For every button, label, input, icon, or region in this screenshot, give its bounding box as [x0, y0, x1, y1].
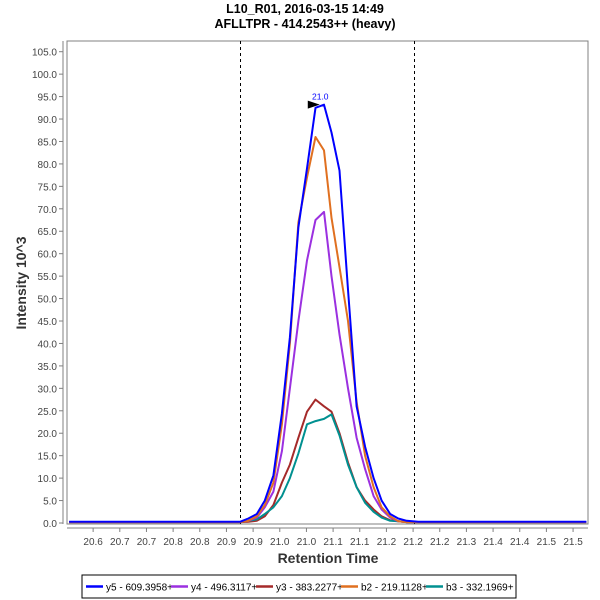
y-tick-label: 45.0: [38, 317, 58, 328]
x-tick-label: 20.6: [83, 537, 103, 548]
x-tick-label: 21.4: [483, 537, 503, 548]
legend-entry: b3 - 332.1969+: [446, 583, 514, 594]
y-tick-label: 95.0: [38, 93, 58, 104]
series-line-b2: [69, 136, 587, 524]
y-tick-label: 85.0: [38, 137, 58, 148]
legend-entry: b2 - 219.1128+: [361, 583, 428, 594]
x-tick-label: 21.0: [297, 537, 317, 548]
y-tick-label: 15.0: [38, 452, 58, 463]
y-tick-label: 0.0: [43, 519, 57, 530]
series-line-y4: [69, 210, 587, 524]
y-tick-label: 65.0: [38, 227, 58, 238]
y-tick-label: 105.0: [32, 48, 57, 59]
y-tick-label: 20.0: [38, 429, 58, 440]
x-tick-label: 21.1: [350, 537, 370, 548]
x-tick-label: 21.2: [403, 537, 423, 548]
chart-title: L10_R01, 2016-03-15 14:49: [226, 2, 384, 16]
legend-entry: y4 - 496.3117+: [191, 583, 257, 594]
legend-entry: y5 - 609.3958+: [106, 583, 173, 594]
x-tick-label: 21.2: [377, 537, 397, 548]
x-tick-label: 20.9: [243, 537, 263, 548]
y-tick-label: 50.0: [38, 295, 58, 306]
legend: [81, 574, 517, 599]
x-tick-label: 21.5: [563, 537, 583, 548]
y-tick-label: 10.0: [38, 474, 58, 485]
x-tick-label: 21.5: [537, 537, 557, 548]
x-tick-label: 21.1: [323, 537, 343, 548]
y-tick-label: 75.0: [38, 182, 58, 193]
y-axis-label: Intensity 10^3: [13, 236, 29, 329]
y-tick-label: 80.0: [38, 160, 58, 171]
x-tick-label: 21.0: [270, 537, 290, 548]
x-tick-label: 21.4: [510, 537, 530, 548]
y-tick-label: 25.0: [38, 407, 58, 418]
x-tick-label: 20.9: [217, 537, 237, 548]
x-tick-label: 21.3: [457, 537, 477, 548]
y-tick-label: 5.0: [43, 497, 57, 508]
y-tick-label: 90.0: [38, 115, 58, 126]
chart-subtitle: AFLLTPR - 414.2543++ (heavy): [214, 17, 395, 31]
plot-area: [66, 40, 589, 525]
x-axis-label: Retention Time: [278, 550, 379, 566]
x-tick-label: 21.2: [430, 537, 450, 548]
peak-marker-icon: [307, 100, 320, 109]
legend-entry: y3 - 383.2277+: [276, 583, 343, 594]
y-tick-label: 55.0: [38, 272, 58, 283]
x-tick-label: 20.7: [137, 537, 157, 548]
series-line-b3: [69, 413, 587, 524]
x-tick-label: 20.7: [110, 537, 130, 548]
x-tick-label: 20.8: [190, 537, 210, 548]
y-tick-label: 70.0: [38, 205, 58, 216]
y-tick-label: 100.0: [32, 70, 57, 81]
y-tick-label: 35.0: [38, 362, 58, 373]
y-tick-label: 60.0: [38, 250, 58, 261]
y-tick-label: 30.0: [38, 384, 58, 395]
x-tick-label: 20.8: [163, 537, 183, 548]
series-line-y5: [69, 103, 587, 523]
peak-label: 21.0: [312, 92, 329, 102]
y-tick-label: 40.0: [38, 339, 58, 350]
